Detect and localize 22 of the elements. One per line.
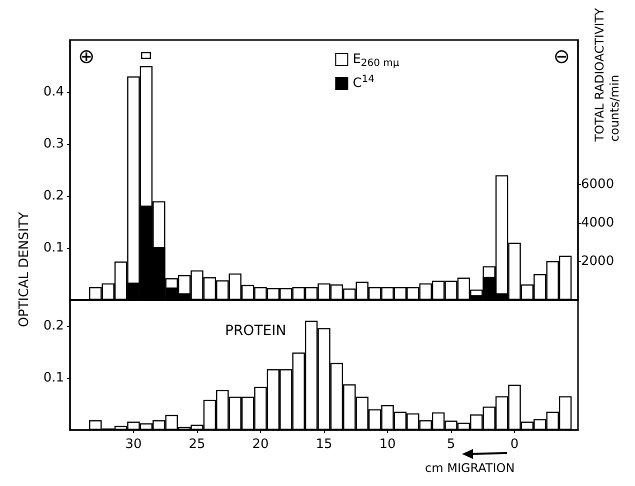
annotation: PROTEIN [225, 323, 286, 339]
x-tick-label: 15 [316, 437, 332, 452]
y-tick-label: 0.2 [43, 318, 64, 334]
y2-tick-label: 6000 [581, 176, 614, 192]
x-tick-label: 30 [125, 437, 142, 452]
y2-tick-label: 4000 [581, 215, 614, 230]
x-tick-label: 20 [252, 437, 269, 452]
y-tick-label: 0.2 [43, 188, 64, 204]
x-tick-label: 25 [188, 437, 206, 452]
y-tick-label: 0.4 [43, 84, 64, 100]
annotation: ⊕ [78, 44, 95, 68]
x-tick-label: 5 [446, 437, 456, 452]
y-tick-label: 0.1 [43, 370, 64, 386]
x-axis-title: cm MIGRATION [425, 461, 515, 475]
y-tick-label: 0.3 [43, 136, 64, 152]
y2-axis-title: TOTAL RADIOACTIVITY counts/min [592, 7, 622, 143]
annotation: ⊖ [553, 44, 570, 68]
x-tick-label: 0 [510, 437, 519, 452]
y-axis-title: OPTICAL DENSITY [17, 212, 32, 328]
x-tick-label: 10 [379, 437, 396, 452]
y-tick-label: 0.1 [43, 240, 64, 256]
y2-tick-label: 2000 [581, 254, 614, 269]
